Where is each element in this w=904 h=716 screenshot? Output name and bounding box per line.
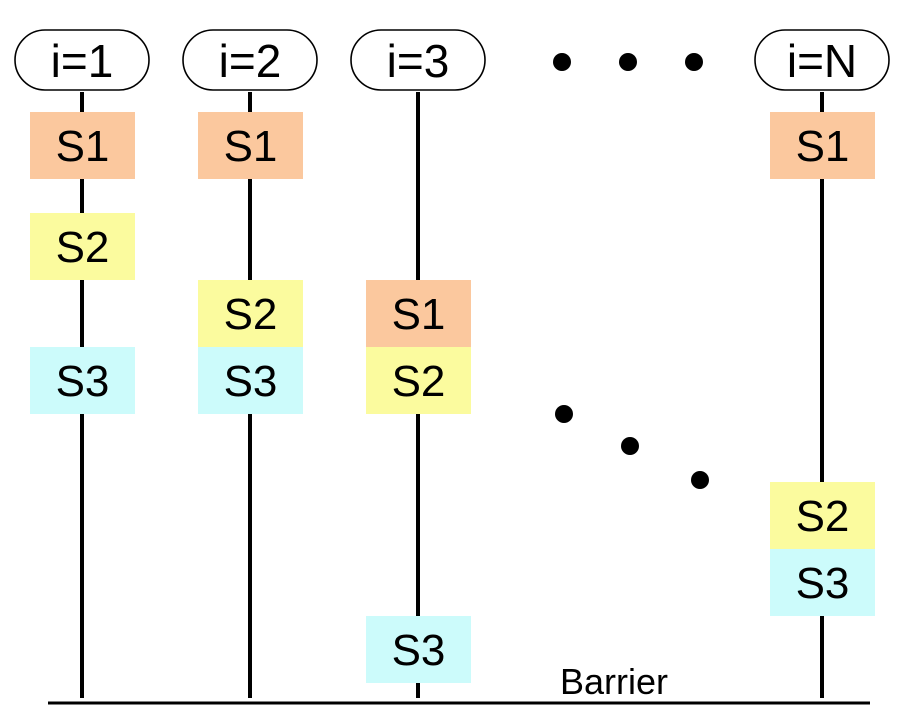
- lane-n-step-s1-label: S1: [796, 122, 850, 171]
- lane-1-step-s2-box: [30, 213, 135, 280]
- lane-2-step-s1: S1: [198, 112, 303, 179]
- lane-3-step-s2: S2: [366, 347, 471, 414]
- ellipsis-dot-diagonal-2: [621, 437, 639, 455]
- lane-1-header: i=1: [14, 29, 150, 91]
- lane-n-step-s1-box: [770, 112, 875, 179]
- lane-2-header-pill: [182, 29, 318, 91]
- lane-2-step-s3-box: [198, 347, 303, 414]
- lane-n-step-s2-box: [770, 482, 875, 549]
- lane-3-step-s2-label: S2: [392, 357, 446, 406]
- lane-1-step-s2: S2: [30, 213, 135, 280]
- ellipsis-dot-diagonal-3: [691, 471, 709, 489]
- lane-1-step-s3-label: S3: [56, 357, 110, 406]
- lane-2-step-s2-label: S2: [224, 290, 278, 339]
- lane-n-step-s2-label: S2: [796, 492, 850, 541]
- lane-2-header-label: i=2: [219, 35, 282, 87]
- lane-1-step-s1-box: [30, 112, 135, 179]
- barrier-label: Barrier: [560, 661, 668, 702]
- lane-1-header-label: i=1: [51, 35, 114, 87]
- lane-2-step-s2: S2: [198, 280, 303, 347]
- lane-n-header: i=N: [754, 29, 890, 91]
- lane-n-step-s1: S1: [770, 112, 875, 179]
- lane-1-step-s3-box: [30, 347, 135, 414]
- lane-3-step-s3-label: S3: [392, 626, 446, 675]
- lane-3-step-s1-label: S1: [392, 290, 446, 339]
- lane-2-step-s3-label: S3: [224, 357, 278, 406]
- lane-n-header-pill: [754, 29, 890, 91]
- lane-n-step-s2: S2: [770, 482, 875, 549]
- lane-2-header: i=2: [182, 29, 318, 91]
- lane-1-header-pill: [14, 29, 150, 91]
- lane-3-step-s1-box: [366, 280, 471, 347]
- lane-2-step-s1-label: S1: [224, 122, 278, 171]
- lane-3-step-s2-box: [366, 347, 471, 414]
- ellipsis-dot-header-1: [553, 53, 571, 71]
- lane-2-step-s3: S3: [198, 347, 303, 414]
- lane-3-step-s3: S3: [366, 616, 471, 683]
- lane-1-step-s1-label: S1: [56, 122, 110, 171]
- lane-2-step-s2-box: [198, 280, 303, 347]
- lane-3-header-label: i=3: [387, 35, 450, 87]
- lane-1-step-s2-label: S2: [56, 223, 110, 272]
- lane-1-step-s3: S3: [30, 347, 135, 414]
- ellipsis-dot-header-2: [619, 53, 637, 71]
- lane-n-header-label: i=N: [787, 35, 857, 87]
- lane-n-step-s3: S3: [770, 549, 875, 616]
- lane-3-step-s1: S1: [366, 280, 471, 347]
- lane-n-step-s3-label: S3: [796, 559, 850, 608]
- lane-1-step-s1: S1: [30, 112, 135, 179]
- lane-3-header-pill: [350, 29, 486, 91]
- lane-2-step-s1-box: [198, 112, 303, 179]
- lane-3-header: i=3: [350, 29, 486, 91]
- lane-3-step-s3-box: [366, 616, 471, 683]
- lane-n-step-s3-box: [770, 549, 875, 616]
- ellipsis-dot-diagonal-1: [555, 405, 573, 423]
- ellipsis-dot-header-3: [685, 53, 703, 71]
